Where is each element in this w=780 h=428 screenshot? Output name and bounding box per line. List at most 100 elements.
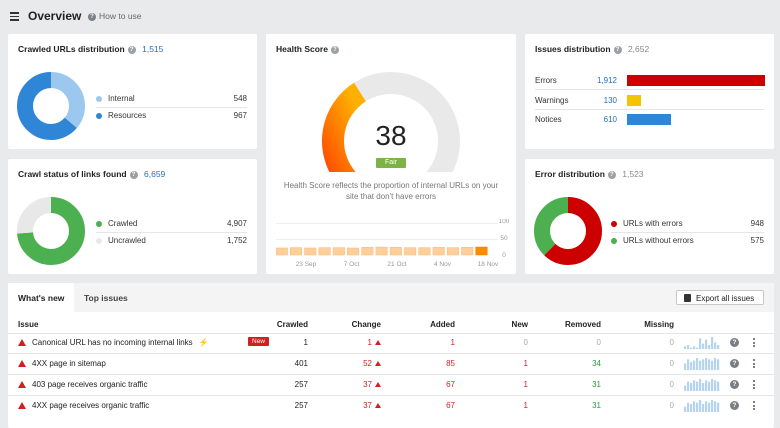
internal-value[interactable]: 548: [233, 94, 247, 103]
col-added[interactable]: Added: [430, 320, 455, 329]
info-icon[interactable]: ?: [607, 170, 616, 179]
more-options-icon[interactable]: [753, 380, 756, 391]
removed-value[interactable]: 31: [592, 380, 601, 389]
issue-name-link[interactable]: Canonical URL has no incoming internal l…: [32, 338, 193, 347]
crawl-status-slice-1[interactable]: [17, 197, 85, 265]
history-bar[interactable]: [361, 247, 374, 256]
legend-urls-without-errors[interactable]: URLs without errors: [611, 236, 694, 245]
history-bar[interactable]: [475, 246, 488, 256]
history-bar[interactable]: [347, 247, 360, 256]
table-row[interactable]: 4XX page receives organic traffic 257 37 67…: [8, 396, 774, 417]
crawled-value[interactable]: 401: [294, 359, 308, 368]
issue-type-bar[interactable]: [627, 75, 765, 86]
issue-type-bar[interactable]: [627, 95, 642, 106]
trend-sparkline[interactable]: [684, 399, 720, 413]
new-value[interactable]: 1: [523, 380, 528, 389]
history-bar[interactable]: [276, 247, 288, 256]
more-options-icon[interactable]: [753, 401, 756, 412]
table-row[interactable]: 403 page receives organic traffic 257 37 67…: [8, 375, 774, 396]
info-icon[interactable]: ?: [330, 45, 339, 54]
legend-crawled[interactable]: Crawled: [96, 219, 137, 228]
history-bar[interactable]: [404, 247, 417, 256]
history-bar[interactable]: [446, 247, 459, 256]
more-options-icon[interactable]: [753, 338, 756, 349]
tab-whats-new[interactable]: What's new: [8, 283, 74, 312]
issue-type-value[interactable]: 130: [603, 96, 617, 105]
removed-value[interactable]: 0: [596, 338, 601, 347]
change-value[interactable]: 37: [363, 380, 372, 389]
legend-internal[interactable]: Internal: [96, 94, 135, 103]
issue-name-link[interactable]: 403 page receives organic traffic: [32, 380, 148, 389]
uncrawled-value[interactable]: 1,752: [226, 236, 247, 245]
y-tick-label: 50: [500, 235, 508, 242]
crawled-value[interactable]: 4,907: [226, 219, 247, 228]
error-distribution-slice-1[interactable]: [534, 197, 602, 265]
history-bar[interactable]: [418, 247, 431, 256]
added-value[interactable]: 1: [450, 338, 455, 347]
issue-name-link[interactable]: 4XX page receives organic traffic: [32, 401, 150, 410]
crawled-value[interactable]: 1: [303, 338, 308, 347]
col-new[interactable]: New: [511, 320, 528, 329]
missing-value[interactable]: 0: [669, 401, 674, 410]
col-missing[interactable]: Missing: [644, 320, 674, 329]
issue-name-link[interactable]: 4XX page in sitemap: [32, 359, 106, 368]
added-value[interactable]: 85: [446, 359, 455, 368]
help-icon[interactable]: ?: [730, 401, 739, 410]
resources-value[interactable]: 967: [233, 111, 247, 120]
missing-value[interactable]: 0: [669, 338, 674, 347]
info-icon[interactable]: ?: [127, 45, 136, 54]
trend-sparkline[interactable]: [684, 336, 720, 350]
change-value[interactable]: 37: [363, 401, 372, 410]
change-value[interactable]: 1: [367, 338, 372, 347]
crawled-value[interactable]: 257: [294, 380, 308, 389]
info-icon[interactable]: ?: [613, 45, 622, 54]
col-crawled[interactable]: Crawled: [276, 320, 308, 329]
new-value[interactable]: 0: [523, 338, 528, 347]
change-value[interactable]: 52: [363, 359, 372, 368]
urls-without-errors-value[interactable]: 575: [750, 236, 764, 245]
legend-resources[interactable]: Resources: [96, 111, 146, 120]
new-value[interactable]: 1: [523, 359, 528, 368]
added-value[interactable]: 67: [446, 380, 455, 389]
more-options-icon[interactable]: [753, 359, 756, 370]
issue-type-bar[interactable]: [627, 114, 671, 125]
crawled-value[interactable]: 257: [294, 401, 308, 410]
removed-value[interactable]: 31: [592, 401, 601, 410]
table-row[interactable]: Canonical URL has no incoming internal l…: [8, 333, 774, 354]
legend-uncrawled[interactable]: Uncrawled: [96, 236, 146, 245]
missing-value[interactable]: 0: [669, 380, 674, 389]
table-row[interactable]: 4XX page in sitemap 401 52 85 1 34 0?: [8, 354, 774, 375]
history-bar[interactable]: [318, 247, 331, 256]
total-link[interactable]: 1,515: [142, 44, 164, 54]
help-icon[interactable]: ?: [730, 380, 739, 389]
urls-with-errors-value[interactable]: 948: [750, 219, 764, 228]
col-removed[interactable]: Removed: [564, 320, 601, 329]
info-icon[interactable]: ?: [129, 170, 138, 179]
trend-sparkline[interactable]: [684, 378, 720, 392]
col-change[interactable]: Change: [351, 320, 381, 329]
help-icon[interactable]: ?: [730, 338, 739, 347]
issue-type-value[interactable]: 1,912: [596, 76, 617, 85]
history-bar[interactable]: [389, 247, 402, 256]
history-bar[interactable]: [290, 247, 303, 256]
tab-top-issues[interactable]: Top issues: [84, 293, 128, 303]
history-bar[interactable]: [304, 247, 317, 256]
total-link[interactable]: 6,659: [144, 169, 166, 179]
added-value[interactable]: 67: [446, 401, 455, 410]
removed-value[interactable]: 34: [592, 359, 601, 368]
col-issue[interactable]: Issue: [18, 320, 39, 329]
trend-sparkline[interactable]: [684, 357, 720, 371]
issue-type-value[interactable]: 610: [603, 115, 617, 124]
history-bar[interactable]: [332, 247, 345, 256]
how-to-use-link[interactable]: ? How to use: [88, 11, 142, 21]
menu-icon[interactable]: [10, 12, 19, 21]
history-bar[interactable]: [432, 247, 445, 256]
export-all-issues-button[interactable]: Export all issues: [676, 290, 764, 305]
help-icon[interactable]: ?: [730, 359, 739, 368]
crawled-urls-slice-1[interactable]: [17, 72, 85, 140]
history-bar[interactable]: [461, 247, 474, 256]
missing-value[interactable]: 0: [669, 359, 674, 368]
new-value[interactable]: 1: [523, 401, 528, 410]
legend-urls-with-errors[interactable]: URLs with errors: [611, 219, 683, 228]
history-bar[interactable]: [375, 246, 388, 256]
